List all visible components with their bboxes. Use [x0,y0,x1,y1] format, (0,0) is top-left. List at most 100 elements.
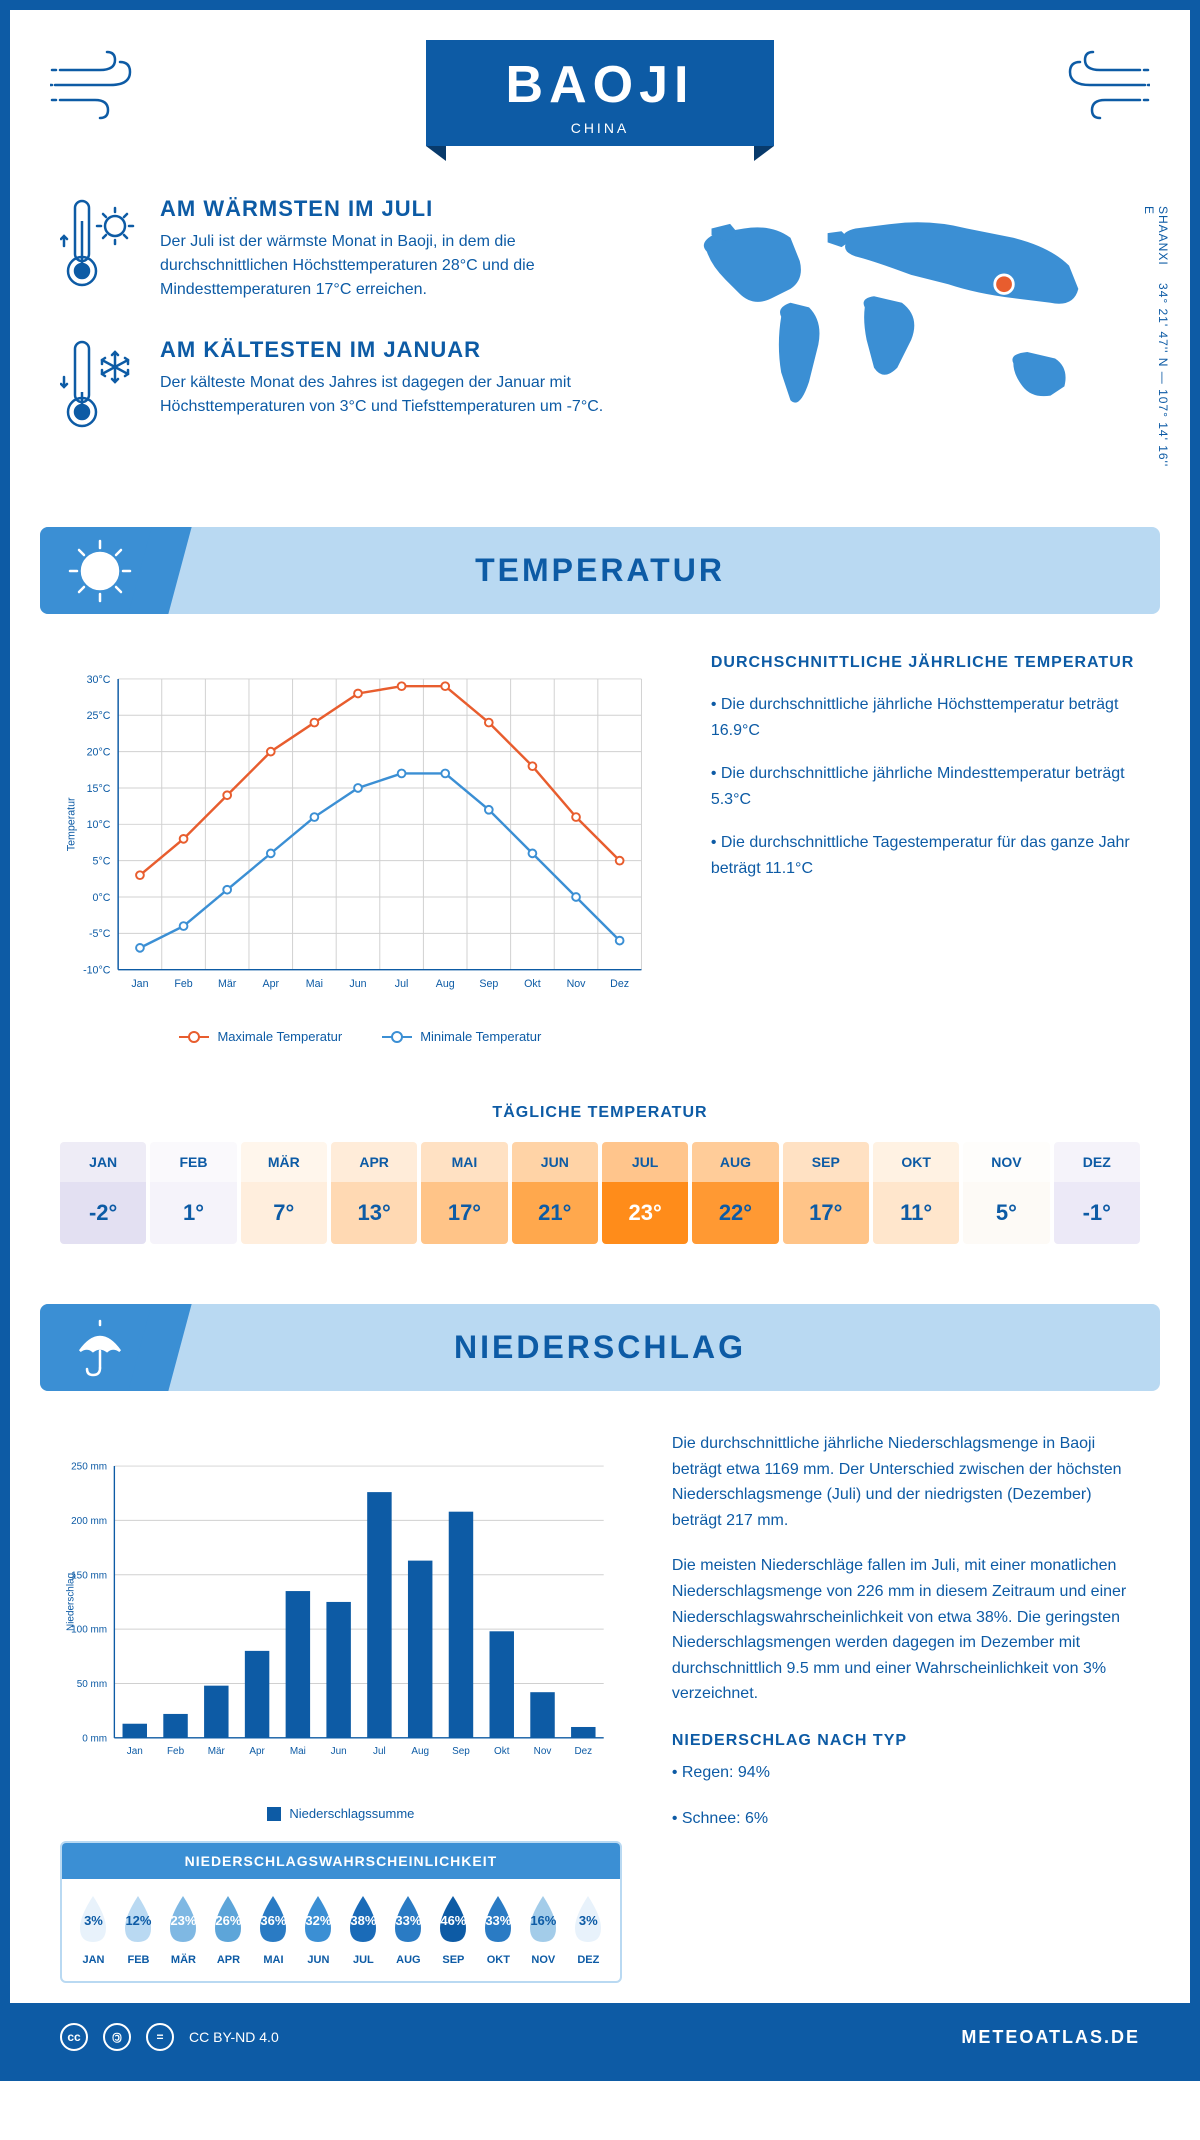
svg-text:Feb: Feb [167,1746,185,1757]
svg-text:Jan: Jan [127,1746,143,1757]
precip-drop: 26%APR [207,1894,250,1966]
svg-text:5°C: 5°C [93,856,111,868]
temp-block: MÄR7° [241,1142,327,1244]
svg-text:Sep: Sep [479,978,498,990]
svg-text:Jul: Jul [373,1746,386,1757]
svg-text:50 mm: 50 mm [77,1679,107,1690]
coldest-title: AM KÄLTESTEN IM JANUAR [160,337,605,363]
warmest-title: AM WÄRMSTEN IM JULI [160,196,605,222]
temp-block: FEB1° [150,1142,236,1244]
svg-text:Mai: Mai [306,978,323,990]
temp-block: OKT11° [873,1142,959,1244]
svg-text:Aug: Aug [436,978,455,990]
precip-type-bullet: • Regen: 94% [672,1760,1140,1786]
temp-info-title: DURCHSCHNITTLICHE JÄHRLICHE TEMPERATUR [711,654,1140,672]
svg-text:Jun: Jun [349,978,366,990]
precipitation-content: 0 mm50 mm100 mm150 mm200 mm250 mmJanFebM… [10,1391,1190,2003]
precip-drop: 3%DEZ [567,1894,610,1966]
license: cc 🄯 = CC BY-ND 4.0 [60,2023,279,2051]
coldest-text: Der kälteste Monat des Jahres ist dagege… [160,371,605,419]
daily-temperature: TÄGLICHE TEMPERATUR JAN-2°FEB1°MÄR7°APR1… [10,1084,1190,1284]
temp-block: AUG22° [692,1142,778,1244]
precip-drop: 16%NOV [522,1894,565,1966]
sun-icon [40,527,160,614]
warmest-summary: AM WÄRMSTEN IM JULI Der Juli ist der wär… [60,196,605,302]
precipitation-probability: NIEDERSCHLAGSWAHRSCHEINLICHKEIT 3%JAN12%… [60,1841,622,1983]
temperature-content: -10°C-5°C0°C5°C10°C15°C20°C25°C30°CJanFe… [10,614,1190,1084]
precip-drop: 36%MAI [252,1894,295,1966]
wind-icon-right [1050,50,1150,125]
temp-bullet: • Die durchschnittliche jährliche Höchst… [711,692,1140,743]
svg-text:0°C: 0°C [93,892,111,904]
coldest-summary: AM KÄLTESTEN IM JANUAR Der kälteste Mona… [60,337,605,442]
summary-section: AM WÄRMSTEN IM JULI Der Juli ist der wär… [10,166,1190,507]
temp-block: DEZ-1° [1054,1142,1140,1244]
svg-text:20°C: 20°C [87,747,111,759]
svg-text:Nov: Nov [567,978,587,990]
svg-text:Apr: Apr [249,1746,265,1757]
temp-block: JAN-2° [60,1142,146,1244]
temperature-line-chart: -10°C-5°C0°C5°C10°C15°C20°C25°C30°CJanFe… [60,654,661,1014]
svg-text:Okt: Okt [494,1746,510,1757]
thermometer-sun-icon [60,196,140,302]
svg-text:-5°C: -5°C [89,928,111,940]
temperature-heading: TEMPERATUR [40,552,1160,589]
precip-drop: 12%FEB [117,1894,160,1966]
title-banner: BAOJI CHINA [426,40,775,146]
svg-text:0 mm: 0 mm [82,1733,107,1744]
nd-icon: = [146,2023,174,2051]
temp-block: APR13° [331,1142,417,1244]
temp-block: JUN21° [512,1142,598,1244]
footer: cc 🄯 = CC BY-ND 4.0 METEOATLAS.DE [10,2003,1190,2071]
svg-text:Sep: Sep [452,1746,470,1757]
temp-bullet: • Die durchschnittliche Tagestemperatur … [711,830,1140,881]
precipitation-info: Die durchschnittliche jährliche Niedersc… [672,1431,1140,1983]
coordinates: SHAANXI 34° 21' 47'' N — 107° 14' 16'' E [1142,206,1170,477]
temperature-info: DURCHSCHNITTLICHE JÄHRLICHE TEMPERATUR •… [711,654,1140,1044]
precip-drop: 32%JUN [297,1894,340,1966]
precip-drop: 23%MÄR [162,1894,205,1966]
cc-icon: cc [60,2023,88,2051]
svg-text:Apr: Apr [262,978,279,990]
precip-drop: 33%OKT [477,1894,520,1966]
header: BAOJI CHINA [10,10,1190,166]
svg-text:250 mm: 250 mm [71,1462,107,1473]
temp-block: JUL23° [602,1142,688,1244]
precip-text: Die meisten Niederschläge fallen im Juli… [672,1553,1140,1707]
precip-drop: 33%AUG [387,1894,430,1966]
umbrella-icon [40,1304,160,1391]
temp-legend: Maximale Temperatur Minimale Temperatur [60,1029,661,1044]
precip-legend: Niederschlagssumme [60,1806,622,1821]
svg-text:Niederschlag: Niederschlag [66,1573,77,1631]
precip-drop: 3%JAN [72,1894,115,1966]
by-icon: 🄯 [103,2023,131,2051]
temp-block: MAI17° [421,1142,507,1244]
svg-text:Okt: Okt [524,978,541,990]
svg-text:10°C: 10°C [87,819,111,831]
svg-text:Feb: Feb [174,978,192,990]
wind-icon-left [50,50,150,125]
world-map [645,196,1140,456]
svg-text:Mai: Mai [290,1746,306,1757]
warmest-text: Der Juli ist der wärmste Monat in Baoji,… [160,230,605,302]
temp-block: NOV5° [963,1142,1049,1244]
precip-drop: 38%JUL [342,1894,385,1966]
temperature-section-header: TEMPERATUR [40,527,1160,614]
svg-text:25°C: 25°C [87,710,111,722]
svg-text:Aug: Aug [411,1746,429,1757]
svg-text:Jan: Jan [131,978,148,990]
thermometer-snow-icon [60,337,140,442]
site-name: METEOATLAS.DE [961,2027,1140,2048]
svg-text:Jun: Jun [331,1746,347,1757]
svg-text:Dez: Dez [610,978,629,990]
precipitation-heading: NIEDERSCHLAG [40,1329,1160,1366]
infographic-page: BAOJI CHINA AM WÄRMSTEN IM JULI Der Juli… [0,0,1200,2081]
country-name: CHINA [506,120,695,136]
svg-text:Nov: Nov [534,1746,552,1757]
svg-text:30°C: 30°C [87,674,111,686]
precip-type-title: NIEDERSCHLAG NACH TYP [672,1732,1140,1750]
location-marker [995,275,1014,294]
svg-text:15°C: 15°C [87,783,111,795]
precipitation-section-header: NIEDERSCHLAG [40,1304,1160,1391]
precip-drop: 46%SEP [432,1894,475,1966]
